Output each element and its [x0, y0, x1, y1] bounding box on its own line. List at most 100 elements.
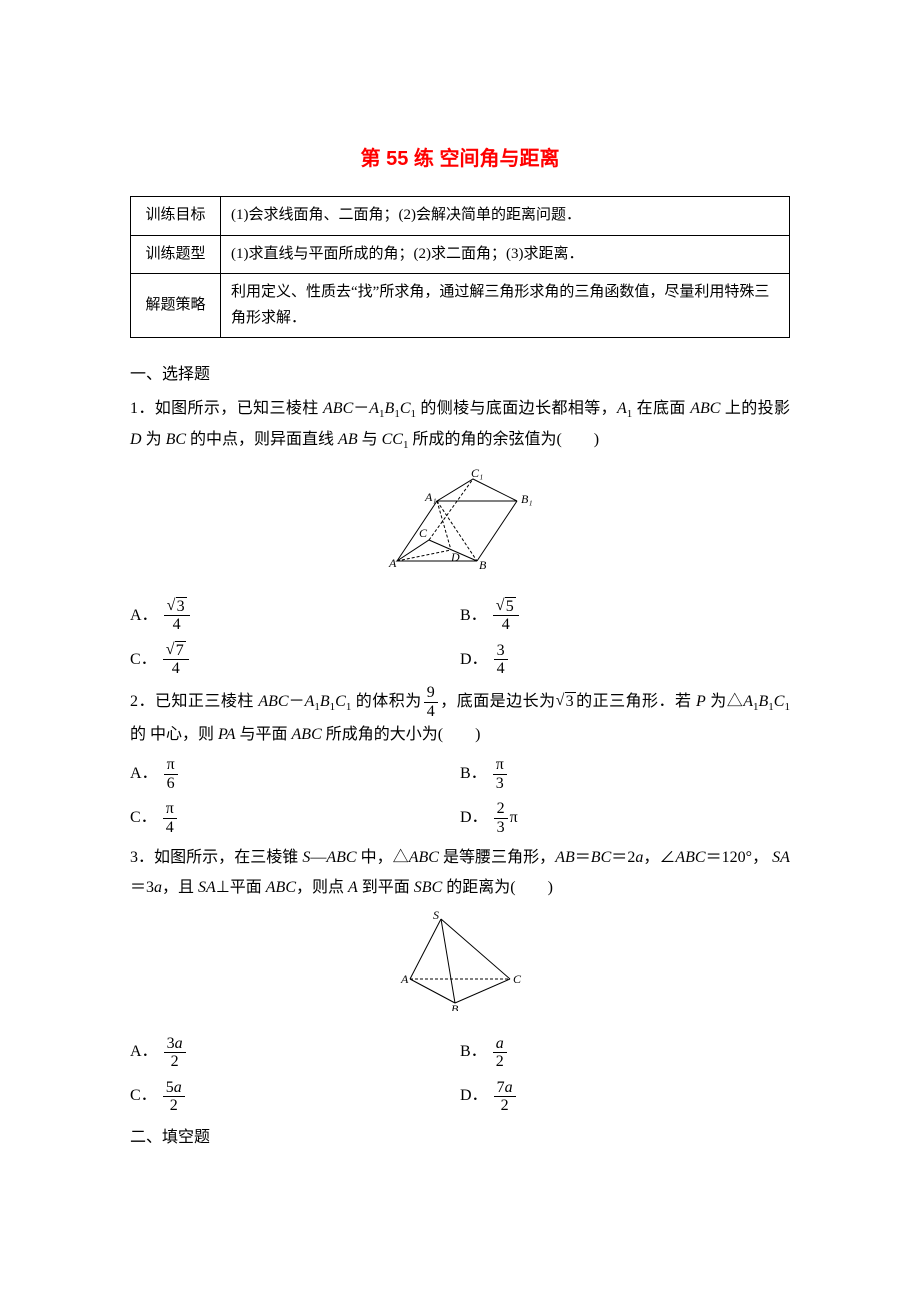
- var: A: [743, 693, 753, 710]
- var: BC: [166, 431, 186, 448]
- label-B: B: [479, 558, 487, 572]
- num: 2: [494, 800, 508, 819]
- fraction: π 4: [163, 800, 177, 836]
- fraction: 7a 2: [494, 1079, 516, 1115]
- var: a: [154, 879, 162, 896]
- var: A: [369, 400, 379, 417]
- q1-text: 1．如图所示，已知三棱柱: [130, 400, 323, 417]
- num: π: [164, 756, 178, 775]
- fraction: π 3: [493, 756, 507, 792]
- num: 7: [497, 1079, 505, 1096]
- fraction: 3 4: [164, 598, 190, 634]
- text: 3．如图所示，在三棱锥: [130, 849, 302, 866]
- var: AB: [555, 849, 575, 866]
- row-content: (1)求直线与平面所成的角；(2)求二面角；(3)求距离．: [221, 235, 790, 274]
- choice-letter: C．: [130, 1081, 157, 1111]
- question-2: 2．已知正三棱柱 ABC－A1B1C1 的体积为94，底面是边长为3的正三角形．…: [130, 684, 790, 751]
- var: A: [348, 879, 358, 896]
- info-table: 训练目标 (1)会求线面角、二面角；(2)会解决简单的距离问题． 训练题型 (1…: [130, 196, 790, 338]
- var: ABC: [266, 879, 296, 896]
- row-content: (1)会求线面角、二面角；(2)会解决简单的距离问题．: [221, 197, 790, 236]
- den: 2: [163, 1097, 185, 1115]
- question-3: 3．如图所示，在三棱锥 S—ABC 中，△ABC 是等腰三角形，AB＝BC＝2a…: [130, 843, 790, 904]
- text: 上的投影: [720, 400, 790, 417]
- q1-choices: A． 3 4 B． 5 4 C． 7 4 D． 3 4: [130, 594, 790, 682]
- var: a: [496, 1035, 504, 1052]
- var: SA: [772, 849, 790, 866]
- fraction: 3 4: [494, 642, 508, 678]
- prism-diagram: A B C D A₁ B₁ C₁: [385, 465, 535, 575]
- var: C: [400, 400, 411, 417]
- text: 到平面: [358, 879, 414, 896]
- var: D: [130, 431, 142, 448]
- var: ABC: [292, 726, 322, 743]
- var: ABC: [675, 849, 705, 866]
- section-heading: 二、填空题: [130, 1123, 790, 1153]
- label-C1: C₁: [471, 466, 483, 480]
- q3-figure: S A B C: [130, 911, 790, 1022]
- text: ＝120°，: [706, 849, 769, 866]
- text: 是等腰三角形，: [439, 849, 555, 866]
- choice-A: A． 3a 2: [130, 1031, 460, 1075]
- table-row: 训练题型 (1)求直线与平面所成的角；(2)求二面角；(3)求距离．: [131, 235, 790, 274]
- section-heading: 一、选择题: [130, 360, 790, 390]
- choice-C: C． π 4: [130, 797, 460, 841]
- var: BC: [591, 849, 611, 866]
- dash: －: [353, 400, 369, 417]
- dash: －: [289, 693, 305, 710]
- choice-letter: D．: [460, 803, 488, 833]
- var: C: [335, 693, 346, 710]
- text: 与: [358, 431, 382, 448]
- text: 在底面: [632, 400, 690, 417]
- num: 3: [494, 642, 508, 661]
- label-A: A: [400, 972, 409, 986]
- num: 3: [167, 1035, 175, 1052]
- den: 4: [163, 660, 189, 678]
- text: ＝3: [130, 879, 154, 896]
- var: PA: [218, 726, 235, 743]
- choice-A: A． π 6: [130, 753, 460, 797]
- label-A: A: [388, 556, 397, 570]
- sub: 1: [784, 701, 790, 713]
- text: 的正三角形．若: [576, 693, 696, 710]
- var: a: [174, 1079, 182, 1096]
- row-label: 训练目标: [131, 197, 221, 236]
- sqrt-val: 3: [565, 692, 576, 710]
- den: 3: [494, 819, 508, 837]
- choice-A: A． 3 4: [130, 594, 460, 638]
- fraction: 94: [424, 684, 438, 720]
- choice-D: D． 7a 2: [460, 1075, 790, 1119]
- text: 所成角的大小为( ): [322, 726, 481, 743]
- choice-C: C． 5a 2: [130, 1075, 460, 1119]
- question-1: 1．如图所示，已知三棱柱 ABC－A1B1C1 的侧棱与底面边长都相等，A1 在…: [130, 394, 790, 456]
- text: 中心，则: [150, 726, 218, 743]
- sqrt-val: 5: [505, 597, 516, 615]
- table-row: 解题策略 利用定义、性质去“找”所求角，通过解三角形求角的三角函数值，尽量利用特…: [131, 274, 790, 338]
- sqrt-val: 3: [176, 597, 187, 615]
- label-B1: B₁: [521, 492, 533, 506]
- text: ，则点: [296, 879, 348, 896]
- page-title: 第 55 练 空间角与距离: [130, 140, 790, 178]
- text: 中，△: [357, 849, 409, 866]
- var: SBC: [414, 879, 442, 896]
- choice-letter: A．: [130, 601, 158, 631]
- text: 的: [130, 726, 146, 743]
- var: ABC: [323, 400, 353, 417]
- label-A1: A₁: [424, 490, 437, 504]
- fraction: 5a 2: [163, 1079, 185, 1115]
- choice-D: D． 3 4: [460, 638, 790, 682]
- den: 3: [493, 775, 507, 793]
- var: B: [385, 400, 395, 417]
- text: 的距离为( ): [442, 879, 553, 896]
- var: CC: [382, 431, 403, 448]
- choice-letter: B．: [460, 759, 487, 789]
- text: 2．已知正三棱柱: [130, 693, 258, 710]
- num: 9: [424, 684, 438, 703]
- den: 4: [164, 616, 190, 634]
- var: A: [305, 693, 315, 710]
- num: π: [163, 800, 177, 819]
- fraction: π 6: [164, 756, 178, 792]
- var: ABC: [409, 849, 439, 866]
- text: 与平面: [236, 726, 292, 743]
- text: 为: [146, 431, 166, 448]
